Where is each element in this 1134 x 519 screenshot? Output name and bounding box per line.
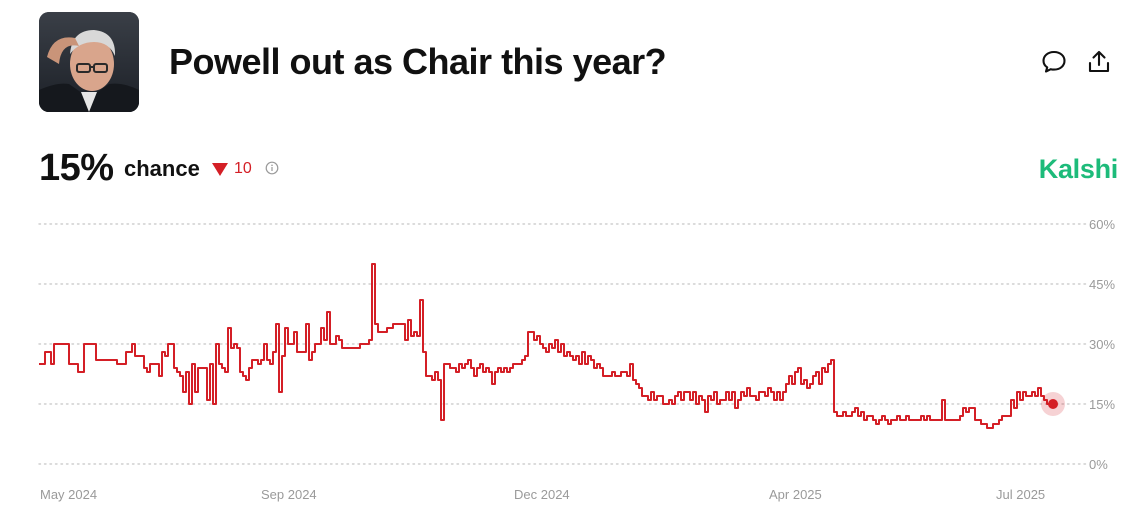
brand-logo: Kalshi xyxy=(1038,154,1119,184)
y-tick-label: 45% xyxy=(1089,277,1115,292)
comment-button[interactable] xyxy=(1040,48,1068,76)
share-button[interactable] xyxy=(1085,48,1113,76)
comment-icon xyxy=(1042,50,1066,73)
portrait-photo xyxy=(39,12,139,112)
info-icon xyxy=(265,161,279,175)
y-tick-label: 15% xyxy=(1089,397,1115,412)
x-tick-label: Dec 2024 xyxy=(514,487,570,502)
x-tick-label: Apr 2025 xyxy=(769,487,822,502)
change-value: 10 xyxy=(234,160,252,177)
price-chart[interactable]: 0% 15% 30% 45% 60% May 2024 Sep 2024 Dec 2024 A… xyxy=(0,200,1134,519)
info-button[interactable] xyxy=(265,161,279,175)
y-tick-label: 60% xyxy=(1089,217,1115,232)
probability-line xyxy=(39,263,1053,429)
market-title: Powell out as Chair this year? xyxy=(169,41,667,82)
share-icon xyxy=(1088,50,1110,73)
y-tick-label: 0% xyxy=(1089,457,1108,472)
chance-label: chance xyxy=(124,156,200,181)
probability-change: 10 xyxy=(212,158,252,180)
market-avatar xyxy=(39,12,139,112)
x-tick-label: Jul 2025 xyxy=(996,487,1045,502)
y-tick-label: 30% xyxy=(1089,337,1115,352)
x-tick-label: Sep 2024 xyxy=(261,487,317,502)
current-point xyxy=(1048,399,1058,409)
probability-value: 15% xyxy=(39,147,114,189)
down-arrow-icon xyxy=(212,162,228,176)
x-tick-label: May 2024 xyxy=(40,487,97,502)
